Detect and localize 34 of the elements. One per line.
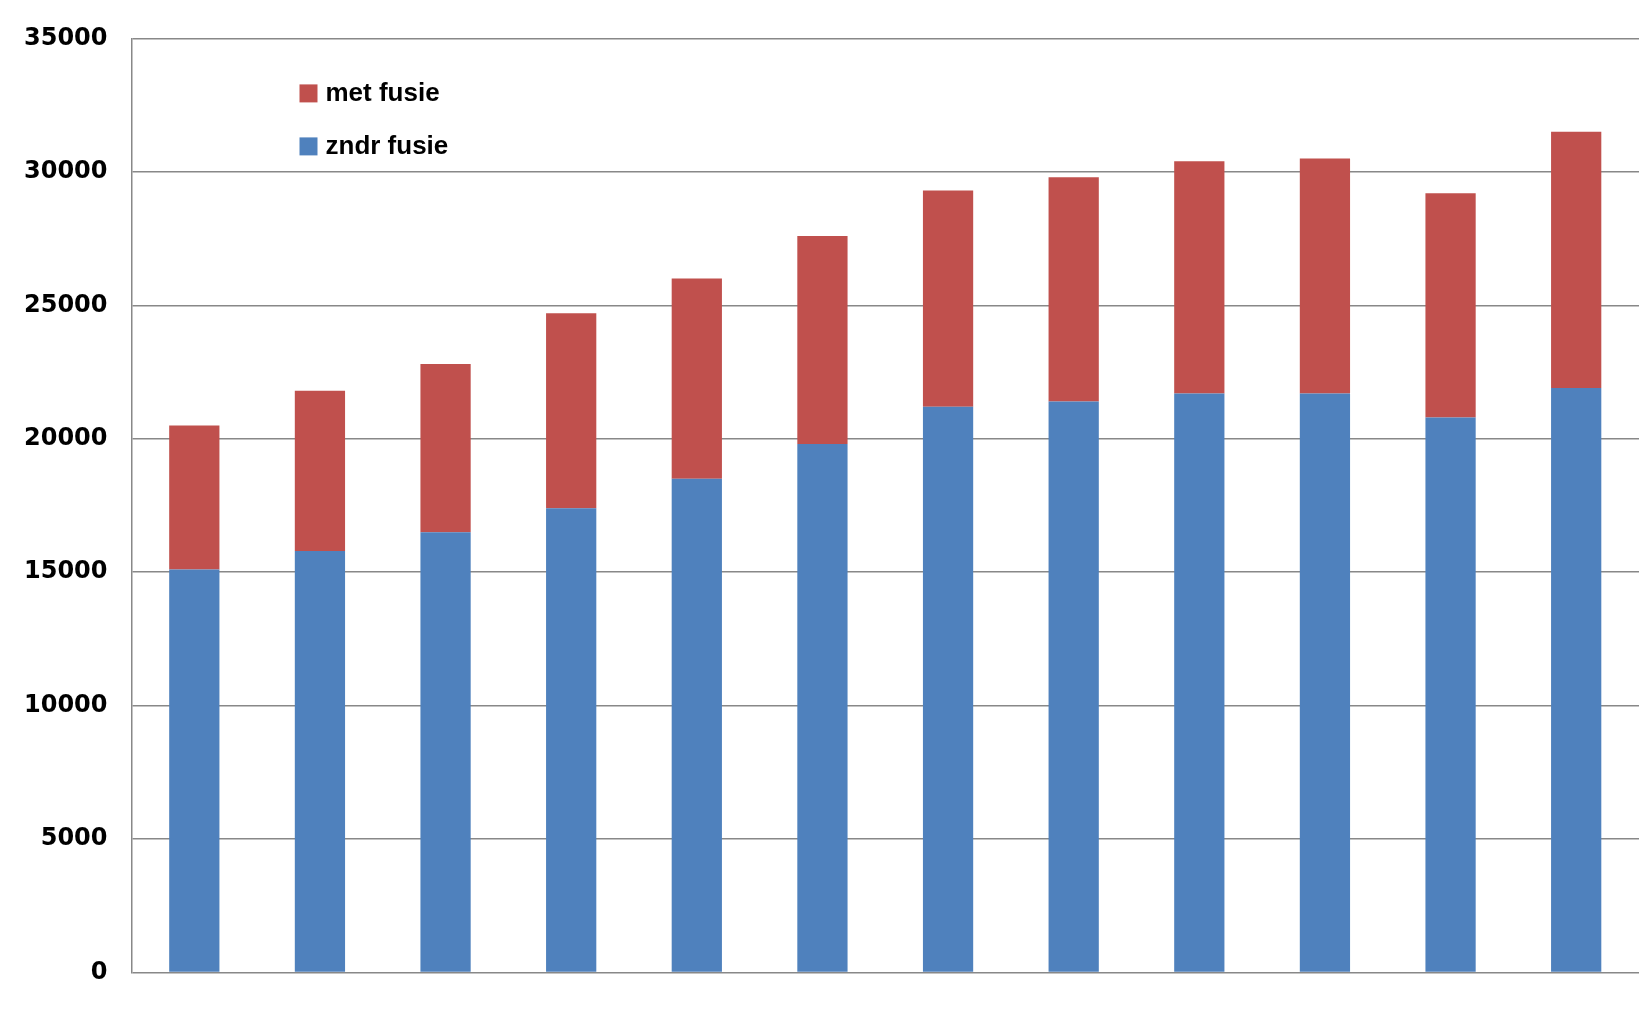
bar (169, 569, 220, 972)
bar (294, 390, 346, 551)
y-tick-label: 10000 (24, 689, 108, 718)
bar (1551, 131, 1602, 389)
y-tick-label: 5000 (40, 823, 108, 852)
bar (1425, 193, 1476, 418)
bar (546, 313, 597, 509)
y-tick-label: 15000 (24, 556, 108, 585)
bar (1425, 417, 1476, 972)
bar (797, 444, 848, 972)
bar (1551, 388, 1602, 972)
bar (1299, 393, 1351, 972)
y-tick-label: 35000 (24, 22, 108, 51)
bar (1048, 401, 1099, 972)
legend-label: zndr fusie (325, 129, 449, 160)
y-tick-label: 0 (90, 956, 108, 985)
bar (420, 532, 471, 972)
bar (546, 508, 597, 972)
bar (1048, 177, 1099, 402)
bar (1174, 161, 1225, 394)
bar (797, 235, 848, 445)
bar (1299, 158, 1351, 394)
bar (922, 190, 974, 407)
bar (922, 406, 974, 972)
bar (420, 364, 471, 533)
bar (1174, 393, 1225, 972)
bar (169, 425, 220, 570)
legend-label: met fusie (325, 76, 440, 107)
bar (294, 550, 346, 972)
bar (671, 478, 722, 972)
y-tick-label: 30000 (24, 156, 108, 185)
y-tick-label: 20000 (24, 423, 108, 452)
y-tick-label: 25000 (24, 289, 108, 318)
bar (671, 278, 722, 479)
